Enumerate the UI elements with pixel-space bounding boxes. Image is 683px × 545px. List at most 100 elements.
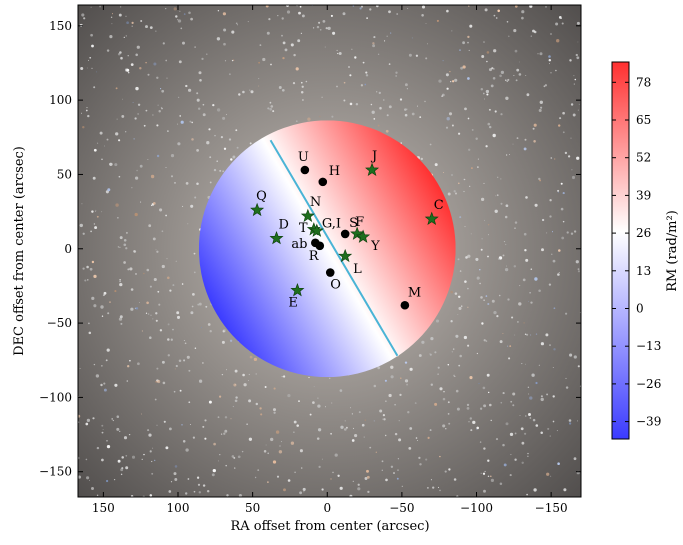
- background-star: [235, 129, 238, 132]
- background-star: [539, 100, 543, 104]
- background-star: [140, 201, 142, 203]
- background-star: [278, 86, 282, 89]
- background-star: [505, 204, 509, 208]
- background-star: [488, 108, 491, 111]
- background-star: [398, 438, 402, 442]
- background-star: [170, 175, 174, 178]
- background-star: [557, 189, 560, 192]
- background-star: [166, 77, 168, 79]
- background-star: [231, 30, 235, 34]
- background-star: [94, 226, 98, 230]
- background-star: [498, 294, 501, 297]
- background-star: [366, 475, 370, 479]
- colorbar-tick-label: 0: [636, 302, 644, 316]
- background-star: [437, 366, 440, 369]
- background-star: [270, 105, 274, 108]
- background-star: [568, 419, 572, 422]
- background-star: [152, 114, 154, 116]
- background-star: [523, 232, 527, 236]
- background-star: [317, 397, 319, 399]
- background-star: [79, 368, 81, 370]
- background-star: [476, 426, 479, 430]
- background-star: [577, 365, 580, 368]
- y-axis-ticks: 150 100 50 0 −50 −100 −150: [39, 19, 581, 479]
- background-star: [322, 20, 326, 23]
- background-star: [267, 481, 269, 483]
- background-star: [125, 466, 129, 470]
- background-star: [221, 373, 224, 376]
- background-star: [109, 162, 113, 166]
- background-star: [217, 416, 220, 419]
- background-star: [216, 37, 221, 41]
- background-star: [300, 32, 303, 35]
- background-star: [237, 24, 238, 26]
- background-star: [529, 291, 531, 294]
- background-star: [266, 31, 270, 35]
- background-star: [91, 67, 93, 70]
- background-star: [538, 108, 542, 113]
- background-star: [475, 257, 479, 261]
- background-star: [553, 348, 556, 351]
- background-star: [508, 357, 511, 360]
- background-star: [418, 456, 421, 460]
- background-star: [524, 249, 527, 252]
- background-star: [576, 420, 579, 422]
- background-star: [281, 375, 283, 378]
- background-star: [286, 10, 291, 14]
- background-star: [135, 53, 138, 57]
- background-star: [451, 124, 454, 127]
- background-star: [350, 407, 351, 409]
- background-star: [524, 333, 527, 336]
- background-star: [141, 330, 143, 332]
- background-star: [290, 43, 294, 47]
- background-star: [409, 367, 413, 371]
- background-star: [151, 472, 154, 475]
- background-star: [383, 99, 385, 101]
- background-star: [129, 267, 133, 271]
- background-star: [216, 160, 218, 162]
- background-star: [248, 380, 249, 381]
- background-star: [146, 268, 150, 272]
- background-star: [312, 401, 315, 404]
- background-star: [161, 89, 165, 93]
- background-star: [502, 392, 505, 395]
- background-star: [161, 230, 164, 233]
- background-star: [209, 181, 212, 184]
- background-star: [490, 419, 492, 422]
- pulsar-marker-m: [400, 300, 410, 310]
- background-star: [88, 322, 90, 325]
- background-star: [573, 75, 575, 77]
- background-star: [234, 369, 238, 373]
- background-star: [222, 116, 226, 120]
- background-star: [283, 488, 286, 492]
- background-star: [552, 259, 556, 263]
- background-star: [448, 422, 451, 425]
- background-star: [576, 156, 580, 160]
- background-star: [176, 315, 181, 319]
- background-star: [548, 63, 550, 65]
- background-star: [575, 260, 579, 264]
- background-star: [345, 426, 348, 429]
- background-star: [119, 430, 121, 433]
- background-star: [148, 224, 152, 228]
- background-star: [453, 478, 457, 481]
- background-star: [262, 57, 266, 62]
- background-star: [120, 473, 123, 476]
- background-star: [197, 303, 200, 306]
- background-star: [212, 468, 216, 473]
- background-star: [400, 377, 402, 379]
- background-star: [530, 268, 533, 270]
- background-star: [101, 424, 104, 427]
- background-star: [464, 179, 466, 181]
- background-star: [565, 386, 569, 389]
- background-star: [438, 79, 442, 83]
- y-tick-label: −50: [47, 316, 72, 330]
- background-star: [204, 419, 207, 422]
- background-star: [522, 278, 526, 282]
- background-star: [521, 441, 525, 445]
- background-star: [488, 68, 493, 72]
- pulsar-label-u: U: [298, 150, 309, 165]
- background-star: [418, 354, 422, 357]
- background-star: [114, 383, 118, 387]
- background-star: [523, 147, 527, 151]
